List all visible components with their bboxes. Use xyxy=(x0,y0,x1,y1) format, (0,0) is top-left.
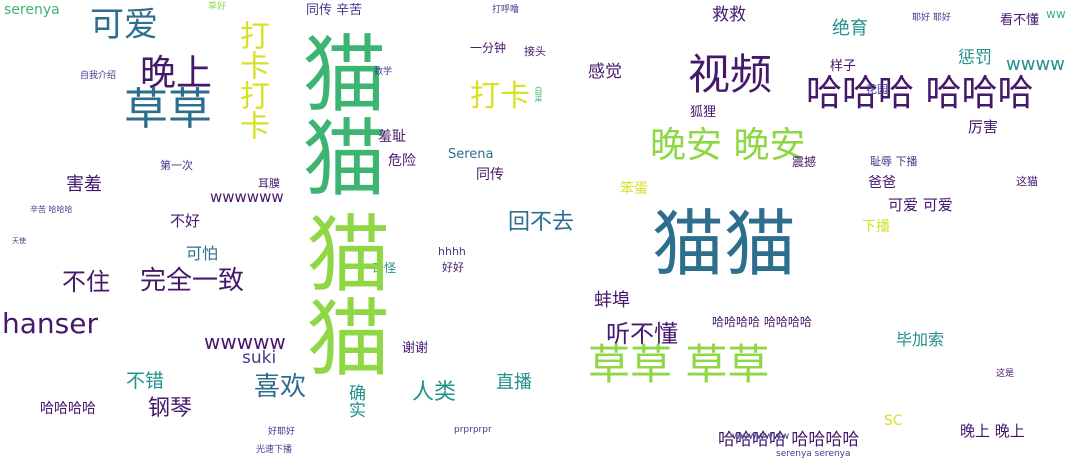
cloud-word: 猫猫 xyxy=(289,30,387,198)
cloud-word: 羞耻 xyxy=(378,129,406,145)
cloud-word: 好耶好 xyxy=(268,427,296,437)
cloud-word: 不好 xyxy=(170,212,201,230)
cloud-word: 可爱 可爱 xyxy=(888,196,953,214)
cloud-word: 回不去 xyxy=(508,210,575,235)
cloud-word: 耳膜 xyxy=(258,177,280,190)
cloud-word: 光速下播 xyxy=(256,445,293,455)
cloud-word: 视频 xyxy=(688,50,773,99)
cloud-word: 猫猫 xyxy=(293,210,391,378)
cloud-word: suki xyxy=(242,348,277,368)
cloud-word: 一分钟 xyxy=(470,41,507,55)
cloud-word: 谢谢 xyxy=(402,341,429,356)
cloud-word: 哈哈哈 哈哈哈 xyxy=(806,73,1034,114)
cloud-word: 毕加索 xyxy=(896,330,945,349)
cloud-word: 救救 xyxy=(712,5,746,25)
cloud-word: 接头 xyxy=(524,45,546,58)
cloud-word: 直播 xyxy=(496,372,532,393)
cloud-word: 蚌埠 xyxy=(594,290,630,311)
cloud-word: 这猫 xyxy=(1016,175,1038,188)
cloud-word: 第一次 xyxy=(160,159,193,172)
cloud-word: 可爱 xyxy=(90,5,158,45)
cloud-word: serenya xyxy=(4,2,60,18)
cloud-word: SC xyxy=(884,413,903,429)
cloud-word: 厉害 xyxy=(968,118,999,136)
cloud-word: 辛苦 哈哈哈 xyxy=(30,205,73,214)
cloud-word: wwwwww xyxy=(210,188,284,206)
cloud-word: 危险 xyxy=(388,153,416,169)
cloud-word: 喜欢 xyxy=(254,372,307,402)
cloud-word: 样子 xyxy=(830,59,857,74)
cloud-word: serenya serenya xyxy=(776,449,851,459)
cloud-word: 耶好 耶好 xyxy=(912,13,951,23)
cloud-word: 花园 xyxy=(866,83,888,96)
cloud-word: wwwwwww xyxy=(732,431,790,442)
cloud-word: hanser xyxy=(2,307,98,340)
cloud-word: 同传 辛苦 xyxy=(306,3,363,18)
cloud-word: 哈哈哈哈 哈哈哈哈 xyxy=(712,315,812,329)
cloud-word: 打卡打卡 xyxy=(234,20,269,140)
cloud-word: 晚上 晚上 xyxy=(960,422,1025,440)
cloud-word: 不错 xyxy=(126,370,165,392)
cloud-word: 下播 xyxy=(862,219,890,235)
cloud-word: 白菜 xyxy=(534,86,543,102)
cloud-word: 害羞 xyxy=(66,174,102,195)
cloud-word: 同传 xyxy=(476,167,504,183)
cloud-word: 草草 草草 xyxy=(588,340,770,389)
cloud-word: 奇怪 xyxy=(372,261,397,275)
cloud-word: 钢琴 xyxy=(148,396,193,421)
cloud-word: 确实 xyxy=(345,384,365,418)
cloud-word: 惩罚 xyxy=(958,48,992,68)
cloud-word: 晚安 晚安 xyxy=(650,125,806,166)
cloud-word: 不住 xyxy=(62,268,110,296)
cloud-word: 哈哈哈哈 哈哈哈哈 xyxy=(718,430,860,450)
cloud-word: 哈哈哈哈 xyxy=(40,401,96,417)
cloud-word: hhhh xyxy=(438,245,466,258)
cloud-word: 打卡 xyxy=(470,79,530,114)
cloud-word: 震撼 xyxy=(792,155,817,169)
cloud-word: 人类 xyxy=(412,380,457,405)
cloud-word: wwww xyxy=(1006,54,1065,75)
cloud-word: 可怕 xyxy=(186,244,219,263)
cloud-word: ww xyxy=(1046,7,1066,21)
cloud-word: 自我介绍 xyxy=(80,71,117,81)
cloud-word: 天使 xyxy=(12,237,26,245)
cloud-word: 这是 xyxy=(996,369,1015,379)
cloud-word: prprprpr xyxy=(454,425,492,435)
cloud-word: 耻辱 下播 xyxy=(870,155,918,168)
cloud-word: wwwww xyxy=(204,330,286,354)
cloud-word: 数学 xyxy=(374,67,393,77)
cloud-word: 草草 xyxy=(124,84,212,135)
cloud-word: Serena xyxy=(448,147,494,162)
cloud-word: 完全一致 xyxy=(140,266,245,296)
cloud-word: 打呼噜 xyxy=(492,5,520,15)
cloud-word: 狐狸 xyxy=(690,105,717,120)
cloud-word: 笨蛋 xyxy=(620,181,648,197)
cloud-word: 看不懂 xyxy=(1000,13,1040,28)
cloud-word: 好好 xyxy=(442,261,464,274)
cloud-word: 爸爸 xyxy=(868,175,896,191)
cloud-word: 晚上 xyxy=(140,53,213,94)
cloud-word: 猫猫 xyxy=(652,202,797,286)
cloud-word: 草好 xyxy=(208,2,227,12)
cloud-word: 感觉 xyxy=(588,62,622,82)
cloud-word: 绝育 xyxy=(832,18,868,39)
cloud-word: 听不懂 xyxy=(606,320,678,348)
